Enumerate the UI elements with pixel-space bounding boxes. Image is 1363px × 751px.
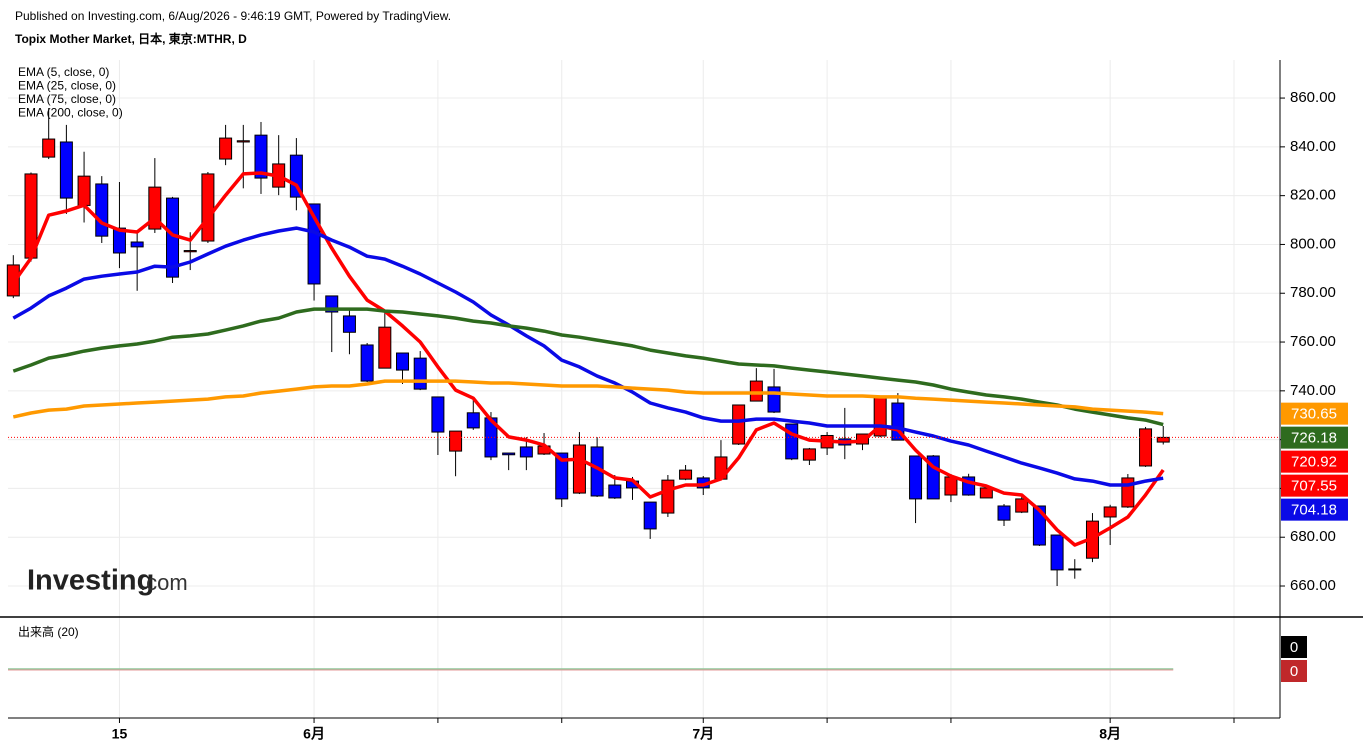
volume-badge-label: 0 <box>1290 663 1298 680</box>
candle-body <box>219 137 233 160</box>
x-tick-label: 7月 <box>692 726 714 742</box>
candle-body <box>802 448 816 461</box>
candle-body <box>95 183 109 237</box>
candle-body <box>502 452 516 456</box>
y-tick-label: 680.00 <box>1290 528 1336 545</box>
candle-body <box>360 344 374 382</box>
ema-line <box>12 379 1164 419</box>
legend-entry: EMA (200, close, 0) <box>18 106 123 120</box>
candle-body <box>732 404 746 445</box>
candle-body <box>431 396 445 433</box>
y-tick-label: 840.00 <box>1290 138 1336 155</box>
ema-line <box>11 171 1165 547</box>
candle-body <box>59 141 73 199</box>
ema-line <box>12 307 1164 427</box>
value-badge <box>1281 402 1348 425</box>
candle-body <box>1068 568 1082 571</box>
ema-line <box>12 226 1164 487</box>
legend-entry: EMA (75, close, 0) <box>18 92 116 106</box>
y-tick-label: 780.00 <box>1290 284 1336 301</box>
x-tick-label: 15 <box>112 726 128 742</box>
candle-body <box>396 352 410 371</box>
chart-title: Topix Mother Market, 日本, 東京:MTHR, D <box>15 31 247 46</box>
x-tick-label: 6月 <box>303 726 325 742</box>
value-badge-label: 707.55 <box>1291 478 1337 495</box>
volume-badge <box>1281 660 1307 682</box>
candle-body <box>1103 506 1117 518</box>
candle-body <box>77 175 91 206</box>
watermark-suffix: .com <box>140 570 188 595</box>
candle-body <box>201 173 215 242</box>
candle-body <box>130 241 144 248</box>
value-badge-label: 720.92 <box>1291 454 1337 471</box>
x-tick-label: 8月 <box>1099 726 1121 742</box>
candle-body <box>572 444 586 494</box>
candle-body <box>767 386 781 413</box>
candle-body <box>909 455 923 500</box>
candle-body <box>785 423 799 460</box>
candle-body <box>1050 534 1064 571</box>
volume-badge <box>1281 636 1307 658</box>
candle-body <box>112 227 126 254</box>
y-tick-label: 760.00 <box>1290 333 1336 350</box>
candle-body <box>466 412 480 429</box>
value-badge-label: 704.18 <box>1291 502 1337 519</box>
value-badge-label: 730.65 <box>1291 406 1337 423</box>
value-badge <box>1281 498 1348 521</box>
candle-body <box>378 326 392 369</box>
candle-body <box>1015 498 1029 513</box>
volume-title: 出来高 (20) <box>18 624 79 639</box>
y-tick-label: 800.00 <box>1290 235 1336 252</box>
candle-body <box>679 469 693 480</box>
published-note: Published on Investing.com, 6/Aug/2026 -… <box>15 9 451 23</box>
candle-body <box>413 357 427 390</box>
candle-body <box>1139 428 1153 467</box>
candle-body <box>997 505 1011 521</box>
candle-body <box>1156 436 1170 443</box>
candle-body <box>608 484 622 499</box>
candle-body <box>979 487 993 499</box>
volume-badge-label: 0 <box>1290 639 1298 656</box>
candle-body <box>449 430 463 452</box>
candle-body <box>749 380 763 402</box>
candle-body <box>519 446 533 458</box>
y-tick-label: 660.00 <box>1290 577 1336 594</box>
y-tick-label: 860.00 <box>1290 89 1336 106</box>
candle-body <box>342 315 356 333</box>
candle-body <box>254 134 268 179</box>
value-badge <box>1281 474 1348 497</box>
candle-body <box>289 154 303 198</box>
candle-body <box>183 250 197 253</box>
candle-body <box>643 501 657 530</box>
y-tick-label: 740.00 <box>1290 382 1336 399</box>
candle-body <box>944 476 958 496</box>
value-badge <box>1281 450 1348 473</box>
legend-entry: EMA (25, close, 0) <box>18 79 116 93</box>
y-tick-label: 820.00 <box>1290 187 1336 204</box>
candle-body <box>42 138 56 158</box>
legend-entry: EMA (5, close, 0) <box>18 65 109 79</box>
candle-body <box>555 452 569 500</box>
candle-body <box>661 479 675 514</box>
value-badge <box>1281 426 1348 449</box>
watermark-brand: Investing <box>27 565 154 597</box>
candle-body <box>236 140 250 143</box>
value-badge-label: 726.18 <box>1291 430 1337 447</box>
